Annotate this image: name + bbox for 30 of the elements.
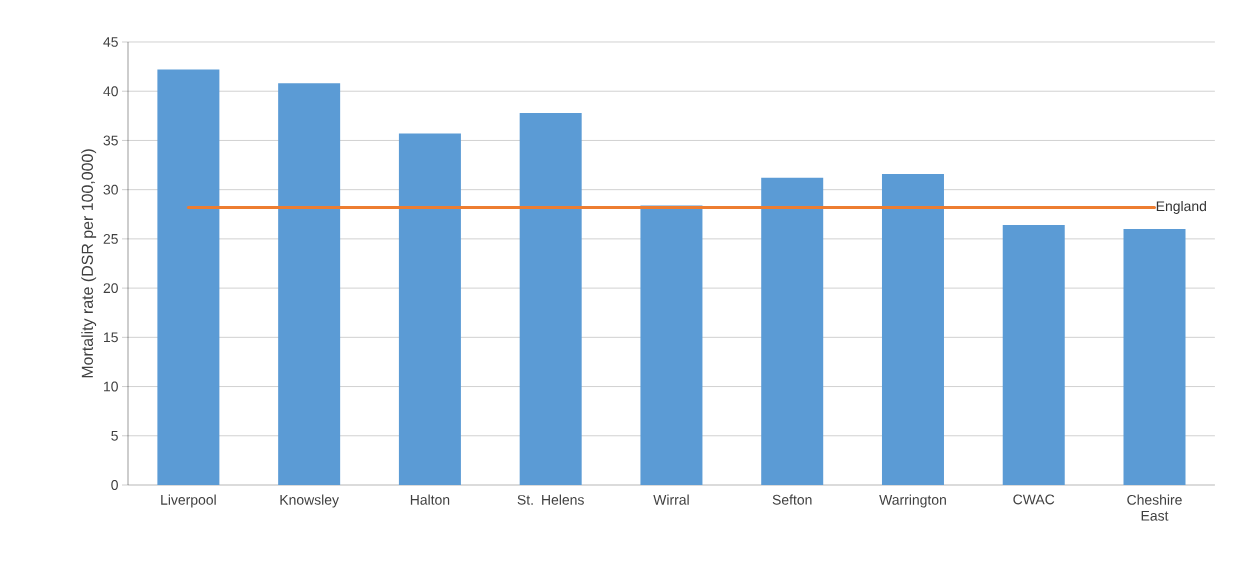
- x-tick-label: CWAC: [1013, 494, 1055, 505]
- y-tick-label: 30: [103, 184, 118, 195]
- y-tick-label: 20: [103, 283, 118, 294]
- series-label: England: [1156, 200, 1206, 214]
- x-tick-label: Liverpool: [161, 494, 216, 508]
- x-tick-label: Warrington: [879, 494, 946, 508]
- bar: [640, 205, 703, 485]
- y-tick-label: 15: [104, 332, 118, 343]
- bar: [761, 177, 824, 485]
- x-tick-label: Cheshire East: [1127, 494, 1182, 521]
- y-tick-label: 5: [111, 430, 118, 441]
- bar: [519, 112, 582, 485]
- bar: [157, 69, 220, 485]
- y-tick-label: 0: [111, 480, 118, 490]
- bar: [1123, 229, 1186, 485]
- y-tick-label: 25: [103, 233, 118, 244]
- y-tick-label: 10: [104, 381, 118, 392]
- y-axis-title: Mortality rate (DSR per 100,000): [81, 149, 97, 378]
- x-tick-label: Halton: [410, 494, 450, 505]
- y-tick-label: 35: [103, 135, 118, 146]
- bar: [278, 83, 341, 485]
- y-tick-label: 45: [103, 37, 118, 47]
- x-tick-label: Sefton: [772, 494, 812, 505]
- bar: [1002, 225, 1065, 485]
- bar: [398, 133, 461, 485]
- bar: [881, 173, 944, 485]
- x-tick-label: Knowsley: [280, 494, 339, 508]
- y-tick-label: 40: [103, 86, 118, 97]
- x-tick-label: Wirral: [653, 494, 689, 505]
- x-tick-label: St. Helens: [517, 494, 584, 505]
